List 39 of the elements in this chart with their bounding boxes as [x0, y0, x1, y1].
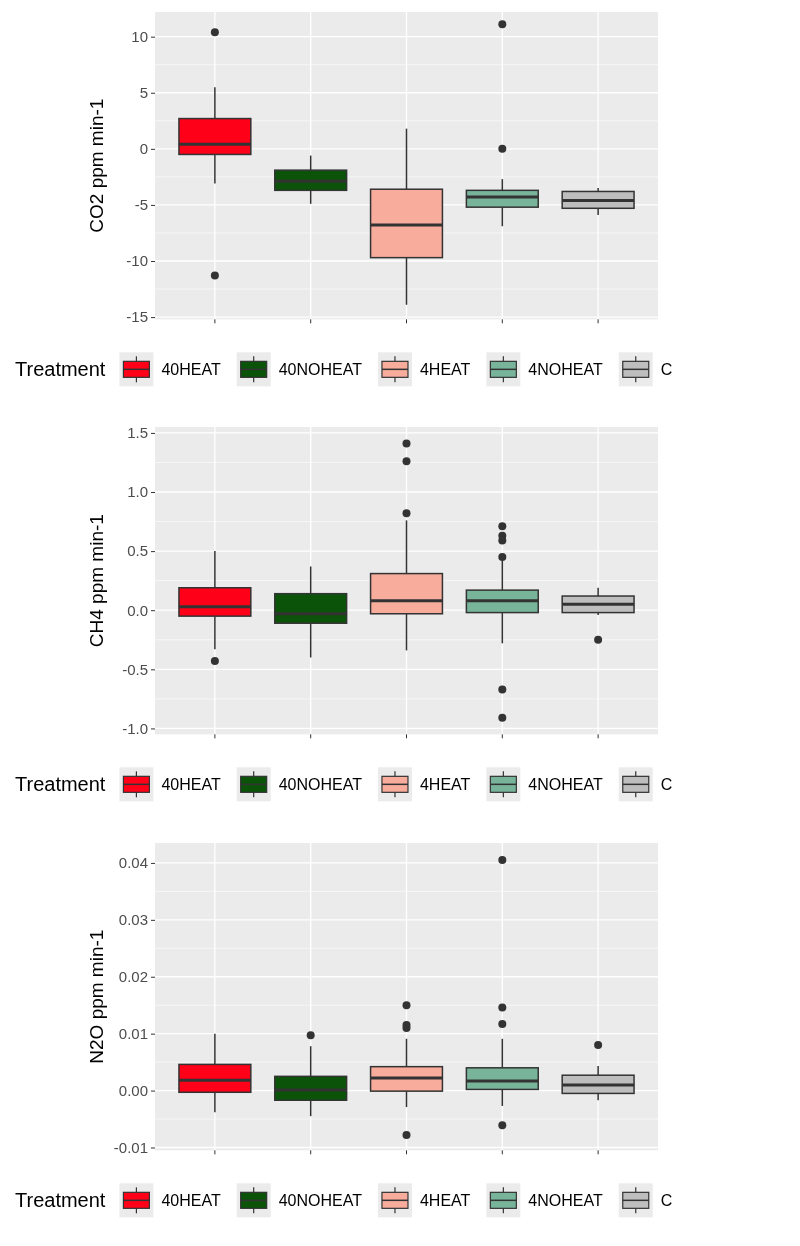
legend-label: 40NOHEAT: [278, 1191, 363, 1209]
y-tick-label: 10: [131, 27, 148, 45]
y-tick-label: 5: [139, 84, 148, 102]
y-tick-label: -5: [134, 196, 148, 214]
legend-label: C: [660, 776, 673, 794]
y-tick-label: 0: [139, 140, 148, 158]
y-tick-label: 0.03: [118, 910, 148, 928]
legend-label: 40HEAT: [161, 776, 221, 794]
y-axis-title: CH4 ppm min-1: [86, 514, 107, 648]
legend-label: 4NOHEAT: [528, 361, 603, 379]
legend-label: 4HEAT: [419, 1191, 471, 1209]
y-tick-label: -0.01: [113, 1138, 148, 1156]
y-axis-title: CO2 ppm min-1: [86, 98, 107, 233]
legend-label: C: [660, 1191, 673, 1209]
legend-label: 4HEAT: [419, 361, 471, 379]
legend-label: 40HEAT: [161, 1191, 221, 1209]
y-tick-label: 1.5: [127, 424, 148, 442]
legend-label: 40NOHEAT: [278, 361, 363, 379]
y-tick-label: 0.5: [127, 542, 148, 560]
legend-label: C: [660, 361, 673, 379]
y-tick-label: -0.5: [122, 660, 148, 678]
y-tick-label: 0.01: [118, 1024, 148, 1042]
y-tick-label: -15: [126, 308, 148, 326]
legend-title: Treatment: [15, 1188, 106, 1211]
legend-title: Treatment: [15, 358, 106, 381]
y-tick-label: 0.00: [118, 1081, 148, 1099]
y-tick-label: 1.0: [127, 483, 148, 501]
legend-label: 4HEAT: [419, 776, 471, 794]
y-tick-label: 0.04: [118, 853, 148, 871]
legend-label: 40HEAT: [161, 361, 221, 379]
y-tick-label: 0.02: [118, 967, 148, 985]
legend-title: Treatment: [15, 773, 106, 796]
legend-label: 40NOHEAT: [278, 776, 363, 794]
y-tick-label: -10: [126, 252, 148, 270]
y-axis-title: N2O ppm min-1: [86, 929, 107, 1064]
y-tick-label: 0.0: [127, 601, 148, 619]
legend-label: 4NOHEAT: [528, 1191, 603, 1209]
legend-label: 4NOHEAT: [528, 776, 603, 794]
y-tick-label: -1.0: [122, 720, 148, 738]
